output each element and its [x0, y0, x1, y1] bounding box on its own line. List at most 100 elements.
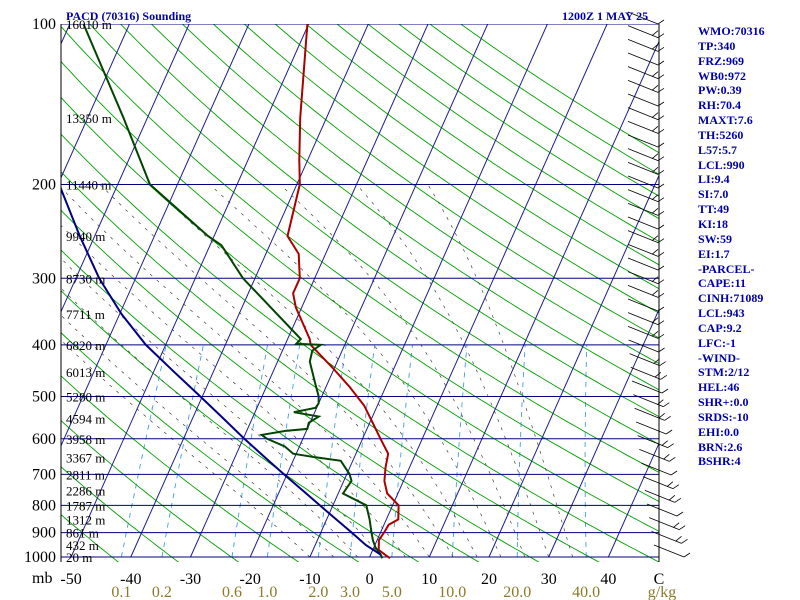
index-item: TH:5260 — [698, 127, 744, 142]
index-item: -PARCEL- — [698, 261, 755, 276]
dry-adiabat-line — [88, 24, 659, 445]
dry-adiabat-line — [61, 420, 240, 562]
isotherm-line — [309, 24, 548, 558]
wind-barbs — [627, 11, 691, 558]
mixing-ratio-tick-label: 0.1 — [111, 584, 131, 600]
pressure-tick-label: 100 — [32, 16, 56, 33]
dry-adiabat-line — [61, 60, 659, 502]
isotherm-line — [61, 24, 190, 313]
dry-adiabat-line — [61, 514, 119, 562]
isotherm-line — [190, 24, 429, 558]
mixing-ratio-tick-label: 0.2 — [152, 584, 172, 600]
isotherm-line — [249, 24, 489, 558]
index-item: BSHR:4 — [698, 454, 741, 469]
pressure-tick-label: 500 — [32, 389, 56, 406]
dry-adiabat-line — [61, 171, 600, 562]
pressure-tick-label: 1000 — [24, 549, 56, 566]
index-item: FRZ:969 — [698, 53, 744, 68]
isotherm-line — [428, 40, 659, 558]
pressure-tick-label: 900 — [32, 525, 56, 542]
pressure-tick-label: 800 — [32, 497, 56, 514]
mixing-ratio-tick-label: g/kg — [648, 584, 676, 600]
wind-barb — [635, 421, 673, 435]
height-label: 8730 m — [66, 271, 105, 286]
height-label: 6013 m — [66, 365, 105, 380]
mixing-ratio-tick-label: 3.0 — [340, 584, 360, 600]
pressure-labels: 100 200 300 400 500 600 700 800 900 1000 — [24, 16, 56, 566]
temperature-tick-label: -30 — [180, 571, 201, 588]
isobars — [61, 24, 659, 558]
pressure-tick-label: 200 — [32, 176, 56, 193]
wind-barb — [627, 11, 665, 25]
wind-barb — [651, 530, 688, 544]
dry-adiabat-line — [181, 24, 659, 365]
dry-adiabat-line — [61, 209, 540, 562]
height-label: 16010 m — [66, 17, 112, 32]
index-item: L57:5.7 — [698, 142, 737, 157]
wind-barb — [630, 366, 668, 380]
dry-adiabat-line — [61, 249, 480, 562]
dewpoint-profile — [82, 24, 384, 559]
index-item: BRN:2.6 — [698, 439, 743, 454]
dry-adiabat-line — [150, 24, 659, 391]
height-label: 6820 m — [66, 338, 105, 353]
height-label: 2286 m — [66, 483, 105, 498]
dry-adiabat-line — [336, 24, 659, 242]
height-label: 13350 m — [66, 111, 112, 126]
temperature-tick-label: 10 — [421, 571, 437, 588]
wind-barb — [649, 517, 686, 531]
pressure-tick-label: 300 — [32, 270, 56, 287]
temperature-tick-label: -40 — [120, 571, 141, 588]
index-item: WMO:70316 — [698, 24, 765, 38]
moist-adiabat-line — [61, 314, 335, 558]
index-item: CAP:9.2 — [698, 320, 742, 335]
temperature-tick-label: -20 — [240, 571, 261, 588]
datetime-label: 1200Z 1 MAY 25 — [562, 9, 648, 23]
wind-barb — [631, 380, 669, 394]
height-label: 432 m — [66, 538, 99, 553]
height-label: 861 m — [66, 526, 99, 541]
isotherm-line — [488, 174, 659, 558]
index-item: SHR+:0.0 — [698, 395, 749, 410]
temperature-profile — [286, 24, 400, 560]
height-label: 1312 m — [66, 512, 105, 527]
dry-adiabat-line — [119, 24, 659, 418]
mixing-ratio-tick-label: 40.0 — [572, 584, 600, 600]
mixing-ratio-tick-label: 5.0 — [382, 584, 402, 600]
isotherm-line — [61, 24, 250, 447]
wind-barb — [640, 462, 678, 476]
dry-adiabat-line — [61, 133, 659, 562]
temperature-tick-label: 20 — [481, 571, 497, 588]
isotherm-line — [61, 24, 130, 179]
index-item: TP:340 — [698, 38, 736, 53]
height-labels: 16010 m 13350 m 11440 m 9940 m 8730 m 7711 m 6… — [66, 17, 112, 565]
temperature-tick-labels: -50 -40 -30 -20 -10 0 10 20 30 40 C — [60, 571, 664, 588]
index-item: SI:7.0 — [698, 187, 729, 202]
index-item: EI:1.7 — [698, 246, 730, 261]
temperature-tick-label: 30 — [541, 571, 557, 588]
moist-adiabat-line — [149, 184, 478, 558]
height-label: 3958 m — [66, 432, 105, 447]
index-item: SW:59 — [698, 231, 733, 246]
isotherm-line — [548, 308, 659, 558]
height-label: 1787 m — [66, 498, 105, 513]
wind-barb — [633, 394, 670, 408]
dry-adiabats — [61, 24, 659, 562]
temperature-tick-label: C — [654, 571, 665, 588]
mixing-ratio-tick-label: 10.0 — [438, 584, 466, 600]
wind-barb — [628, 339, 665, 353]
moist-adiabat-line — [209, 184, 502, 558]
dry-adiabat-line — [61, 290, 420, 562]
dry-adiabat-line — [61, 375, 300, 562]
index-item: TT:49 — [698, 202, 730, 217]
station-title: PACD (70316) Sounding — [66, 9, 191, 23]
index-item: PW:0.39 — [698, 83, 742, 98]
index-item: STM:2/12 — [698, 365, 750, 380]
mixing-ratio-tick-label: 0.6 — [222, 584, 242, 600]
index-item: LI:9.4 — [698, 172, 730, 187]
isotherm-line — [70, 24, 310, 558]
dry-adiabat-line — [274, 24, 659, 290]
sounding-indices-list: WMO:70316 TP:340 FRZ:969 WB0:972 PW:0.39 RH:7… — [698, 24, 798, 469]
wind-barb — [639, 448, 676, 462]
